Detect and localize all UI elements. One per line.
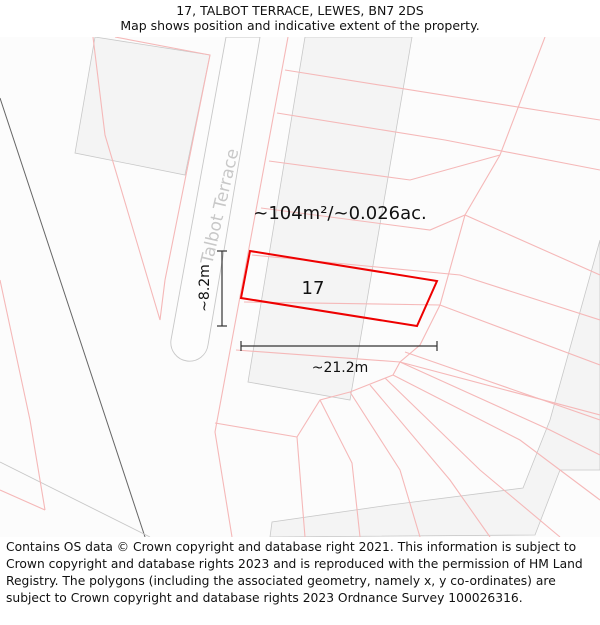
building-south-east <box>269 239 600 537</box>
area-label: ~104m²/~0.026ac. <box>253 203 427 224</box>
parcel-boundaries <box>0 37 600 537</box>
property-map[interactable]: Talbot Terrace 17 ~104m²/~0.026ac. ~8.2m… <box>0 37 600 537</box>
map-header: 17, TALBOT TERRACE, LEWES, BN7 2DS Map s… <box>0 0 600 37</box>
copyright-notice: Contains OS data © Crown copyright and d… <box>6 540 583 605</box>
property-number-label: 17 <box>302 278 325 299</box>
height-dimension <box>217 250 227 327</box>
height-dimension-label: ~8.2m <box>197 264 213 312</box>
map-subtitle: Map shows position and indicative extent… <box>120 18 480 33</box>
property-address-title: 17, TALBOT TERRACE, LEWES, BN7 2DS <box>176 3 424 18</box>
talbot-terrace-road <box>170 37 261 362</box>
boundary-line <box>0 97 146 537</box>
grey-line <box>0 461 151 537</box>
width-dimension-label: ~21.2m <box>312 360 369 376</box>
building-northwest <box>74 37 211 176</box>
width-dimension <box>240 341 438 351</box>
property-boundary[interactable] <box>239 249 439 328</box>
